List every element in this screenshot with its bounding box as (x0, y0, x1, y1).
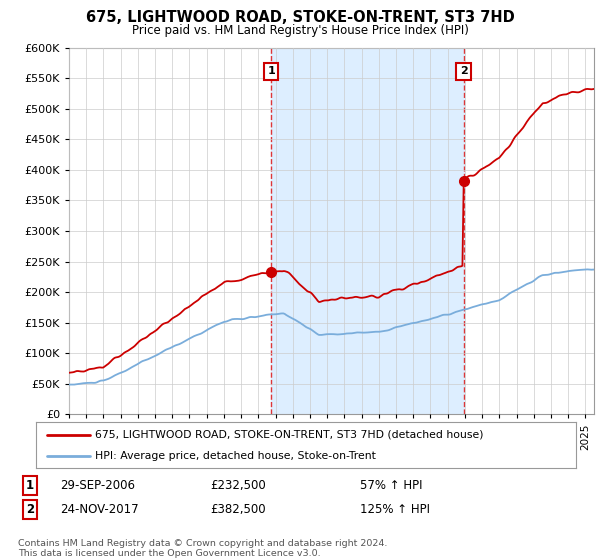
Bar (271, 48, 464, 414)
Text: £382,500: £382,500 (210, 503, 266, 516)
Text: 675, LIGHTWOOD ROAD, STOKE-ON-TRENT, ST3 7HD (detached house): 675, LIGHTWOOD ROAD, STOKE-ON-TRENT, ST3… (95, 430, 484, 440)
Text: 24-NOV-2017: 24-NOV-2017 (60, 503, 139, 516)
Text: 125% ↑ HPI: 125% ↑ HPI (360, 503, 430, 516)
Text: Contains HM Land Registry data © Crown copyright and database right 2024.
This d: Contains HM Land Registry data © Crown c… (18, 539, 388, 558)
Text: HPI: Average price, detached house, Stoke-on-Trent: HPI: Average price, detached house, Stok… (95, 451, 376, 461)
Text: 675, LIGHTWOOD ROAD, STOKE-ON-TRENT, ST3 7HD: 675, LIGHTWOOD ROAD, STOKE-ON-TRENT, ST3… (86, 10, 514, 25)
Text: 2: 2 (26, 503, 34, 516)
Text: 57% ↑ HPI: 57% ↑ HPI (360, 479, 422, 492)
Text: £232,500: £232,500 (210, 479, 266, 492)
Text: 1: 1 (26, 479, 34, 492)
Text: Price paid vs. HM Land Registry's House Price Index (HPI): Price paid vs. HM Land Registry's House … (131, 24, 469, 36)
Text: 29-SEP-2006: 29-SEP-2006 (60, 479, 135, 492)
Text: 1: 1 (268, 67, 275, 77)
Text: 2: 2 (460, 67, 467, 77)
